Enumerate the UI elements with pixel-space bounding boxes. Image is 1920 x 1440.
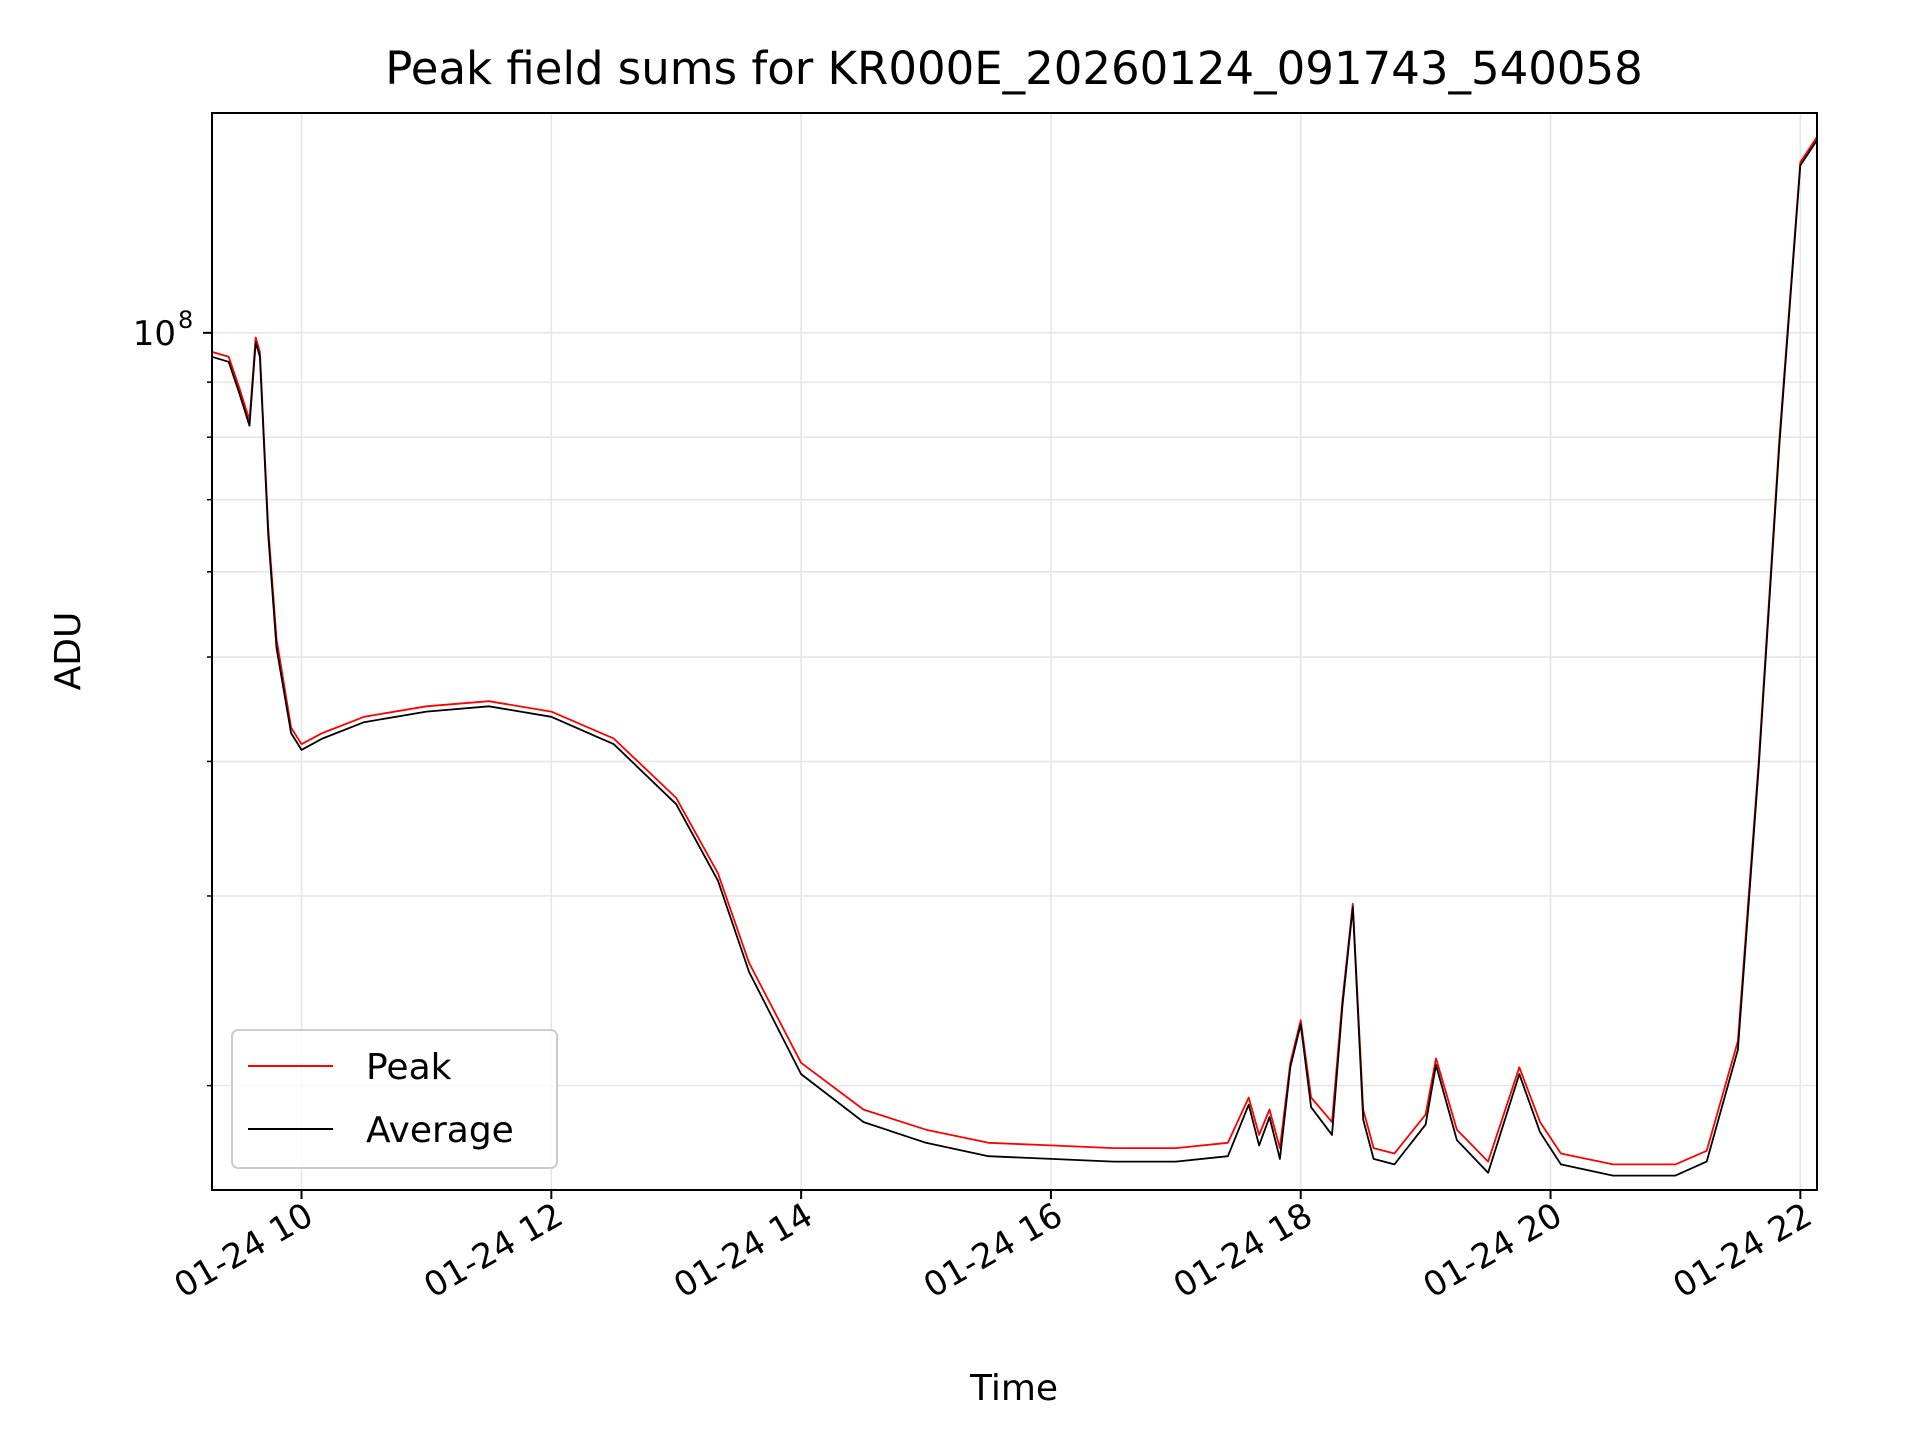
y-tick-label-exponent: 8 <box>178 306 193 334</box>
legend-label-peak: Peak <box>366 1047 452 1088</box>
plot-frame <box>211 112 1818 1191</box>
y-tick-label-base: 10 <box>133 314 176 354</box>
y-tick-label: 10 <box>133 314 176 354</box>
legend-box <box>231 1029 558 1169</box>
x-axis-label: Time <box>969 1368 1058 1409</box>
series-line-peak <box>212 136 1817 1166</box>
series-line-average <box>212 139 1817 1177</box>
series-layer <box>212 136 1817 1177</box>
y-axis-label: ADU <box>48 612 89 691</box>
legend-label-average: Average <box>366 1110 514 1151</box>
chart-title: Peak field sums for KR000E_20260124_0917… <box>385 42 1643 95</box>
legend: Peak Average <box>231 1029 558 1169</box>
